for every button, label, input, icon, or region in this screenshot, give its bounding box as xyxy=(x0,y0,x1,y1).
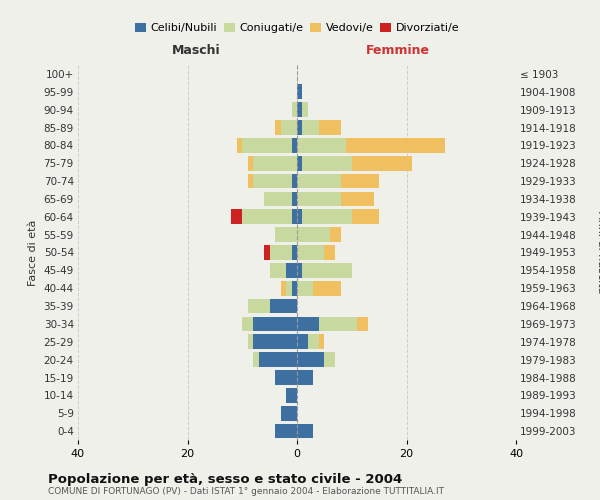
Bar xyxy=(269,298,297,314)
Bar xyxy=(237,138,242,152)
Bar xyxy=(292,192,297,206)
Bar xyxy=(297,192,341,206)
Bar xyxy=(292,138,297,152)
Bar xyxy=(297,370,313,385)
Bar xyxy=(341,174,379,188)
Bar xyxy=(313,281,341,295)
Bar xyxy=(275,120,281,135)
Bar xyxy=(325,245,335,260)
Bar xyxy=(253,334,297,349)
Bar xyxy=(308,334,319,349)
Bar xyxy=(292,245,297,260)
Bar xyxy=(248,174,253,188)
Bar xyxy=(352,210,379,224)
Bar xyxy=(253,352,259,367)
Bar xyxy=(292,281,297,295)
Bar xyxy=(232,210,242,224)
Text: Maschi: Maschi xyxy=(172,44,221,58)
Bar xyxy=(319,334,325,349)
Bar xyxy=(269,263,286,278)
Bar xyxy=(286,263,297,278)
Bar xyxy=(242,138,292,152)
Bar xyxy=(253,156,297,170)
Bar xyxy=(302,156,352,170)
Bar xyxy=(341,192,374,206)
Bar xyxy=(292,102,297,117)
Bar xyxy=(248,298,269,314)
Bar xyxy=(319,316,357,331)
Bar xyxy=(292,174,297,188)
Bar xyxy=(352,156,412,170)
Text: COMUNE DI FORTUNAGO (PV) - Dati ISTAT 1° gennaio 2004 - Elaborazione TUTTITALIA.: COMUNE DI FORTUNAGO (PV) - Dati ISTAT 1°… xyxy=(48,486,444,496)
Bar xyxy=(297,352,325,367)
Text: Femmine: Femmine xyxy=(366,44,430,58)
Bar xyxy=(253,316,297,331)
Bar xyxy=(297,263,302,278)
Bar xyxy=(302,263,352,278)
Bar xyxy=(275,370,297,385)
Bar xyxy=(297,281,313,295)
Bar xyxy=(269,245,292,260)
Bar xyxy=(297,156,302,170)
Bar xyxy=(297,84,302,99)
Y-axis label: Anni di nascita: Anni di nascita xyxy=(596,211,600,294)
Bar xyxy=(302,210,352,224)
Bar xyxy=(297,120,302,135)
Bar xyxy=(242,210,292,224)
Bar xyxy=(297,245,325,260)
Bar xyxy=(297,316,319,331)
Bar xyxy=(281,281,286,295)
Bar xyxy=(325,352,335,367)
Bar xyxy=(286,281,292,295)
Bar xyxy=(346,138,445,152)
Bar xyxy=(248,334,253,349)
Bar xyxy=(302,120,319,135)
Bar xyxy=(292,210,297,224)
Bar xyxy=(297,174,341,188)
Bar xyxy=(242,316,253,331)
Bar xyxy=(275,228,297,242)
Legend: Celibi/Nubili, Coniugati/e, Vedovi/e, Divorziati/e: Celibi/Nubili, Coniugati/e, Vedovi/e, Di… xyxy=(130,18,464,38)
Bar xyxy=(297,138,346,152)
Bar xyxy=(297,424,313,438)
Bar xyxy=(248,156,253,170)
Bar xyxy=(330,228,341,242)
Bar xyxy=(319,120,341,135)
Bar xyxy=(286,388,297,402)
Bar xyxy=(297,334,308,349)
Bar xyxy=(297,102,302,117)
Y-axis label: Fasce di età: Fasce di età xyxy=(28,220,38,286)
Text: Popolazione per età, sesso e stato civile - 2004: Popolazione per età, sesso e stato civil… xyxy=(48,472,402,486)
Bar xyxy=(357,316,368,331)
Bar xyxy=(264,192,292,206)
Bar xyxy=(264,245,269,260)
Bar xyxy=(281,406,297,420)
Bar xyxy=(259,352,297,367)
Bar xyxy=(281,120,297,135)
Bar xyxy=(297,210,302,224)
Bar xyxy=(275,424,297,438)
Bar xyxy=(253,174,292,188)
Bar xyxy=(302,102,308,117)
Bar xyxy=(297,228,330,242)
